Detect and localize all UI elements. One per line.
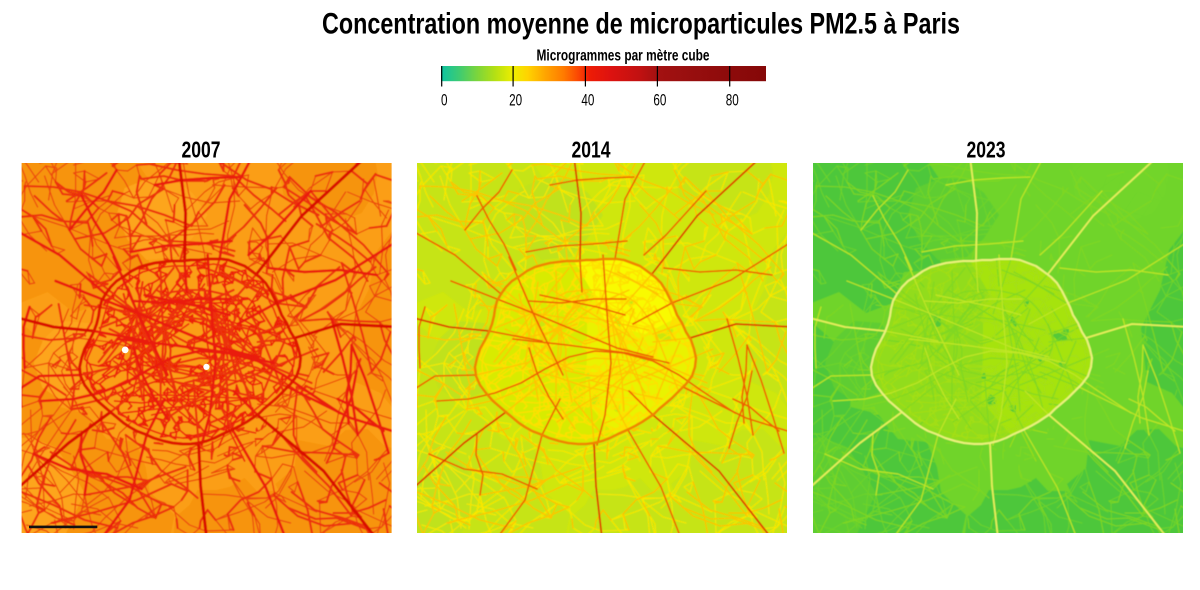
svg-text:20: 20: [509, 92, 522, 110]
svg-text:80: 80: [726, 92, 739, 110]
svg-text:0: 0: [441, 92, 448, 110]
svg-text:Microgrammes par mètre cube: Microgrammes par mètre cube: [537, 47, 710, 64]
svg-text:2014: 2014: [572, 137, 611, 163]
svg-text:2023: 2023: [967, 137, 1006, 163]
svg-text:2007: 2007: [182, 137, 221, 163]
svg-text:40: 40: [581, 92, 594, 110]
svg-text:Concentration moyenne de micro: Concentration moyenne de microparticules…: [322, 8, 960, 41]
svg-text:60: 60: [653, 92, 666, 110]
